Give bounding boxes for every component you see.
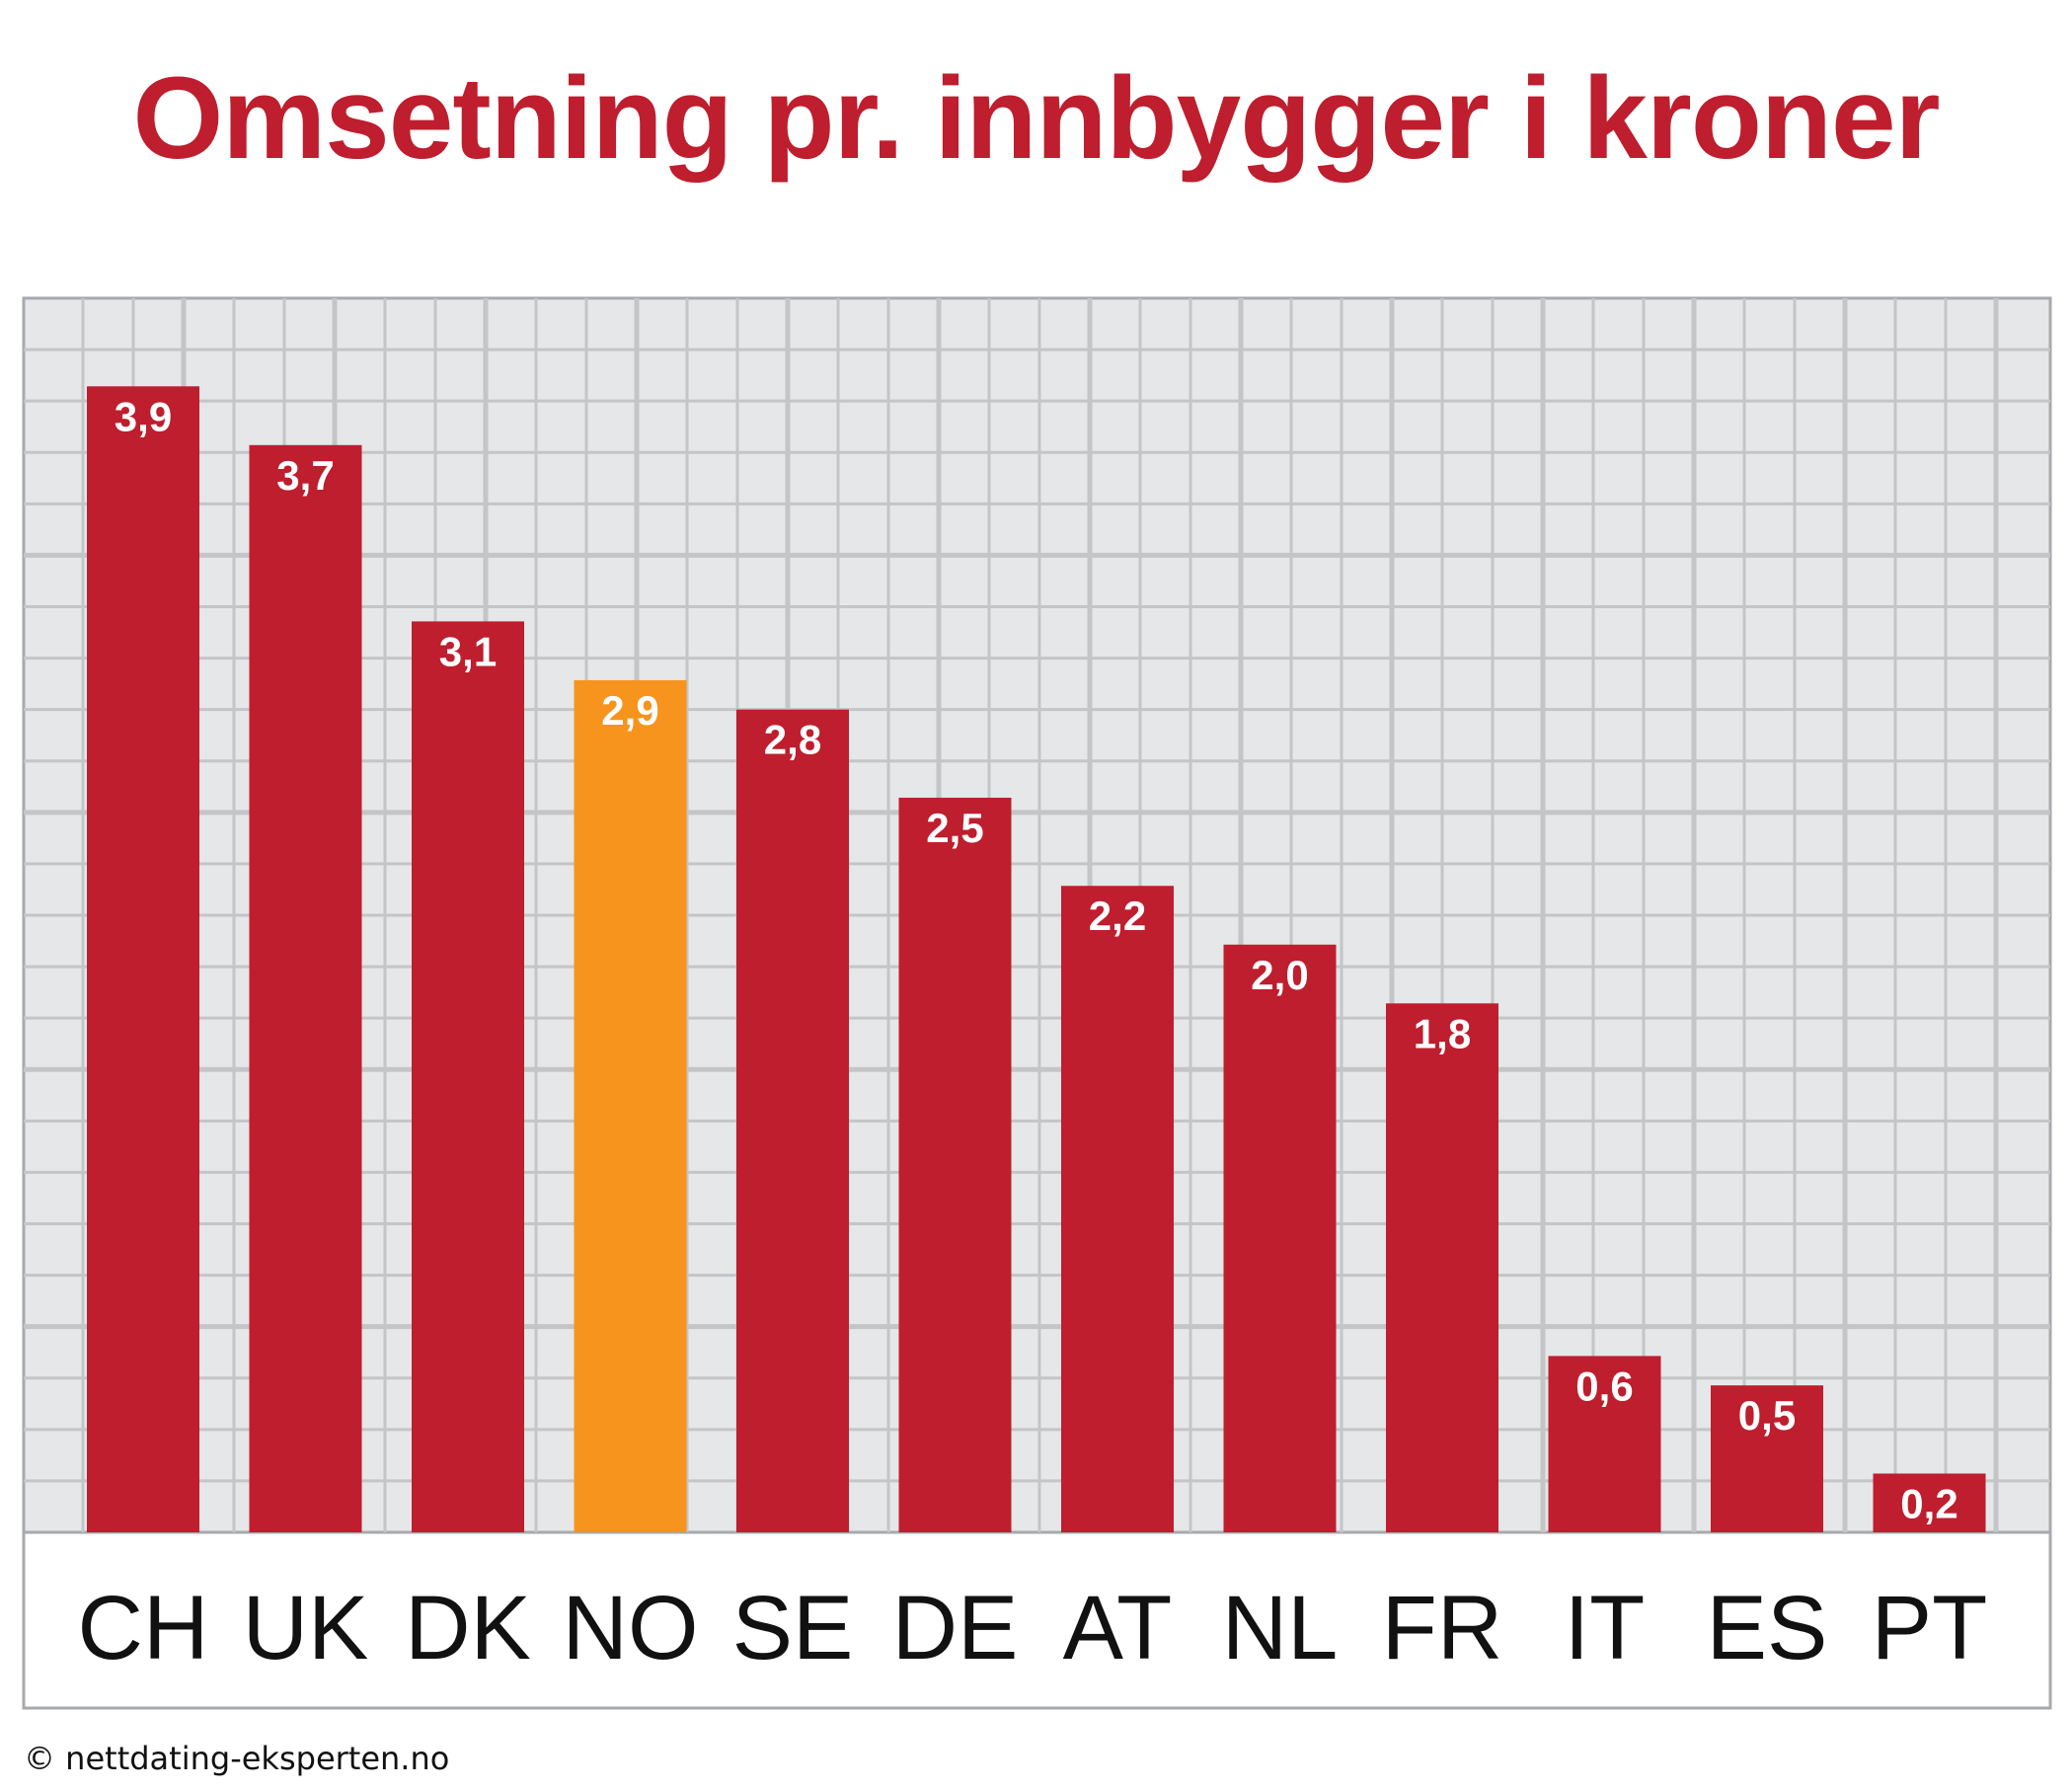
bar-it bbox=[1548, 1356, 1661, 1532]
bar-se bbox=[736, 709, 849, 1532]
value-label-se: 2,8 bbox=[764, 717, 821, 763]
value-label-fr: 1,8 bbox=[1414, 1010, 1471, 1056]
value-label-pt: 0,2 bbox=[1900, 1480, 1957, 1526]
bar-pt bbox=[1873, 1473, 1986, 1532]
chart-title: Omsetning pr. innbygger i kroner bbox=[132, 53, 1940, 184]
value-label-es: 0,5 bbox=[1738, 1392, 1796, 1439]
bar-at bbox=[1061, 886, 1174, 1532]
value-label-ch: 3,9 bbox=[115, 393, 172, 439]
category-label-dk: DK bbox=[405, 1578, 531, 1678]
bar-uk bbox=[249, 444, 362, 1532]
copyright-credit: © nettdating-eksperten.no bbox=[24, 1740, 450, 1777]
bar-ch bbox=[87, 386, 199, 1533]
bar-nl bbox=[1223, 944, 1337, 1532]
category-label-pt: PT bbox=[1872, 1578, 1988, 1678]
category-label-uk: UK bbox=[243, 1578, 369, 1678]
category-label-no: NO bbox=[563, 1578, 699, 1678]
value-label-dk: 3,1 bbox=[439, 628, 497, 674]
category-label-at: AT bbox=[1063, 1578, 1173, 1678]
category-label-se: SE bbox=[732, 1578, 854, 1678]
x-axis-band bbox=[22, 1530, 2052, 1710]
category-label-fr: FR bbox=[1382, 1578, 1503, 1678]
category-label-nl: NL bbox=[1222, 1578, 1339, 1678]
category-label-de: DE bbox=[892, 1578, 1019, 1678]
value-label-it: 0,6 bbox=[1575, 1363, 1633, 1409]
value-label-nl: 2,0 bbox=[1251, 952, 1308, 998]
value-label-no: 2,9 bbox=[601, 687, 658, 734]
category-label-it: IT bbox=[1565, 1578, 1646, 1678]
bar-dk bbox=[412, 621, 524, 1532]
bar-es bbox=[1711, 1385, 1823, 1532]
value-label-uk: 3,7 bbox=[276, 452, 334, 499]
value-label-at: 2,2 bbox=[1089, 893, 1146, 939]
category-label-ch: CH bbox=[78, 1578, 209, 1678]
bar-de bbox=[898, 797, 1012, 1532]
category-label-es: ES bbox=[1707, 1578, 1828, 1678]
value-label-de: 2,5 bbox=[926, 805, 983, 851]
bar-fr bbox=[1386, 1003, 1498, 1532]
bar-no bbox=[574, 679, 687, 1532]
